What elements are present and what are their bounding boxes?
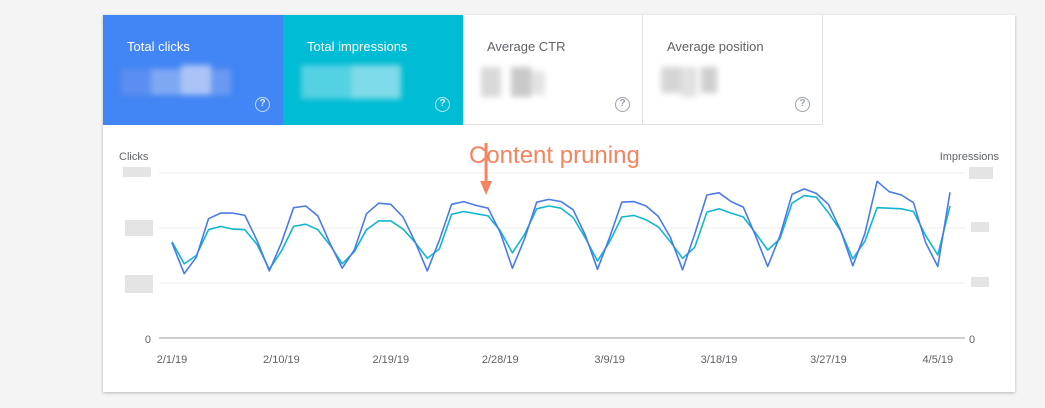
performance-card: Total clicks ? Total impressions ? Avera…: [103, 15, 1015, 392]
metric-label: Average position: [667, 39, 764, 54]
redacted-tick: [125, 220, 153, 236]
y-axis-label-left: Clicks: [119, 151, 149, 163]
annotation: Content pruning: [469, 142, 640, 195]
metric-total-clicks[interactable]: Total clicks ?: [103, 15, 283, 125]
help-icon[interactable]: ?: [615, 97, 630, 112]
redacted-tick: [123, 167, 151, 177]
x-tick-label: 2/19/19: [372, 354, 409, 366]
y-zero-label-left: 0: [145, 334, 151, 346]
x-tick-label: 3/18/19: [701, 354, 738, 366]
x-tick-label: 2/10/19: [263, 354, 300, 366]
metric-average-position[interactable]: Average position ?: [643, 15, 823, 125]
redacted-tick: [971, 277, 989, 287]
help-icon[interactable]: ?: [795, 97, 810, 112]
x-tick-label: 3/9/19: [594, 354, 625, 366]
metric-label: Total clicks: [127, 39, 190, 54]
x-tick-label: 3/27/19: [810, 354, 847, 366]
series-line-impressions: [171, 194, 951, 271]
series-lines: [171, 180, 951, 275]
metric-label: Total impressions: [307, 39, 408, 54]
redacted-tick: [969, 167, 993, 179]
y-axis-label-right: Impressions: [940, 151, 1000, 163]
redacted-value: [661, 67, 717, 97]
y-zero-label-right: 0: [969, 334, 975, 346]
series-line-clicks: [171, 180, 951, 275]
redacted-value: [301, 65, 401, 99]
x-tick-label: 2/28/19: [482, 354, 519, 366]
gridlines: [159, 172, 965, 339]
x-axis-labels: 2/1/19 2/10/19 2/19/19 2/28/19 3/9/19 3/18/19…: [157, 354, 953, 366]
performance-chart: Clicks Impressions 0 0 2/1/19 2/10/19 2/19…: [119, 142, 1000, 366]
x-tick-label: 4/5/19: [923, 354, 954, 366]
metric-average-ctr[interactable]: Average CTR ?: [463, 15, 643, 125]
redacted-tick: [971, 222, 989, 232]
metric-tabs: Total clicks ? Total impressions ? Avera…: [103, 15, 823, 125]
annotation-text: Content pruning: [469, 142, 640, 169]
help-icon[interactable]: ?: [255, 97, 270, 112]
annotation-arrow-head: [480, 181, 493, 195]
help-icon[interactable]: ?: [435, 97, 450, 112]
redacted-tick: [125, 275, 153, 293]
redacted-value: [481, 67, 545, 97]
metric-label: Average CTR: [487, 39, 566, 54]
redacted-y-ticks: [123, 167, 993, 293]
redacted-value: [121, 65, 231, 95]
x-tick-label: 2/1/19: [157, 354, 188, 366]
metric-total-impressions[interactable]: Total impressions ?: [283, 15, 463, 125]
